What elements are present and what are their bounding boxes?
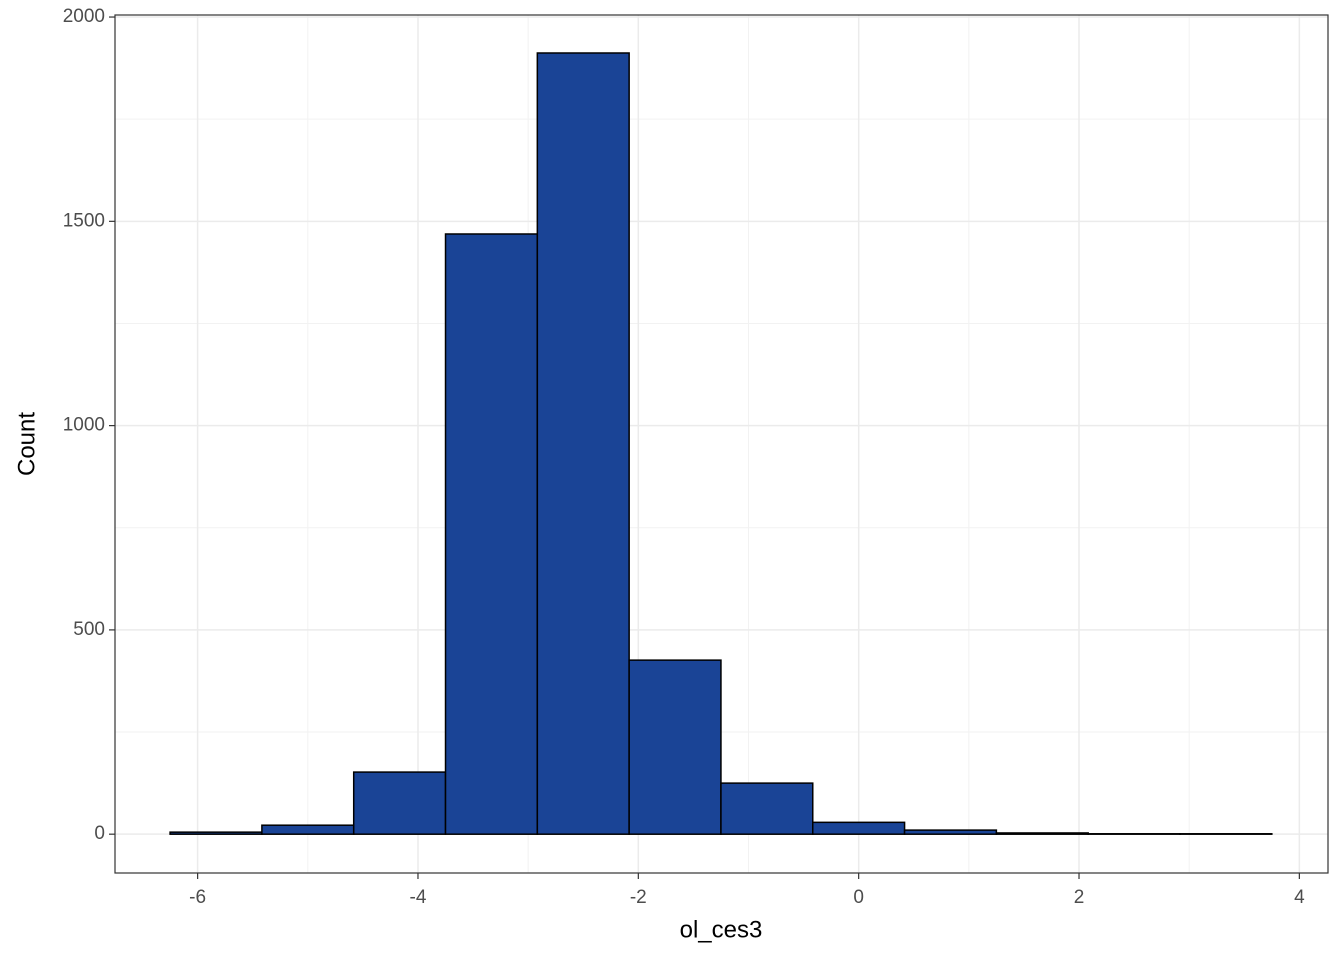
x-tick-label: -4 [410, 887, 427, 908]
histogram-bar [444, 233, 539, 835]
histogram-bar [169, 831, 263, 835]
y-tick-label: 500 [73, 619, 105, 640]
histogram-bar [628, 659, 722, 835]
y-axis-title: Count [13, 412, 40, 476]
panel-border [114, 14, 1329, 874]
y-tick-label: 0 [94, 823, 105, 844]
x-tick-label: -6 [189, 887, 206, 908]
histogram-bar [536, 52, 630, 835]
grid [115, 15, 1328, 873]
marks [169, 52, 1273, 835]
x-tick-label: -2 [630, 887, 647, 908]
histogram-bar [261, 824, 355, 835]
x-tick-label: 0 [853, 887, 864, 908]
histogram-bar [352, 771, 447, 835]
histogram-bar [995, 832, 1089, 835]
axes: -6 -4 -2 0 2 4 0 500 1000 1500 2000 [63, 6, 1305, 908]
histogram-bar [812, 821, 906, 835]
y-tick-label: 1000 [63, 415, 105, 436]
x-tick-label: 4 [1294, 887, 1305, 908]
histogram-bar [903, 829, 998, 835]
y-tick-label: 2000 [63, 6, 105, 27]
x-axis-title: ol_ces3 [680, 916, 763, 943]
y-tick-label: 1500 [63, 210, 105, 231]
histogram-bar [720, 782, 814, 835]
x-tick-label: 2 [1074, 887, 1085, 908]
